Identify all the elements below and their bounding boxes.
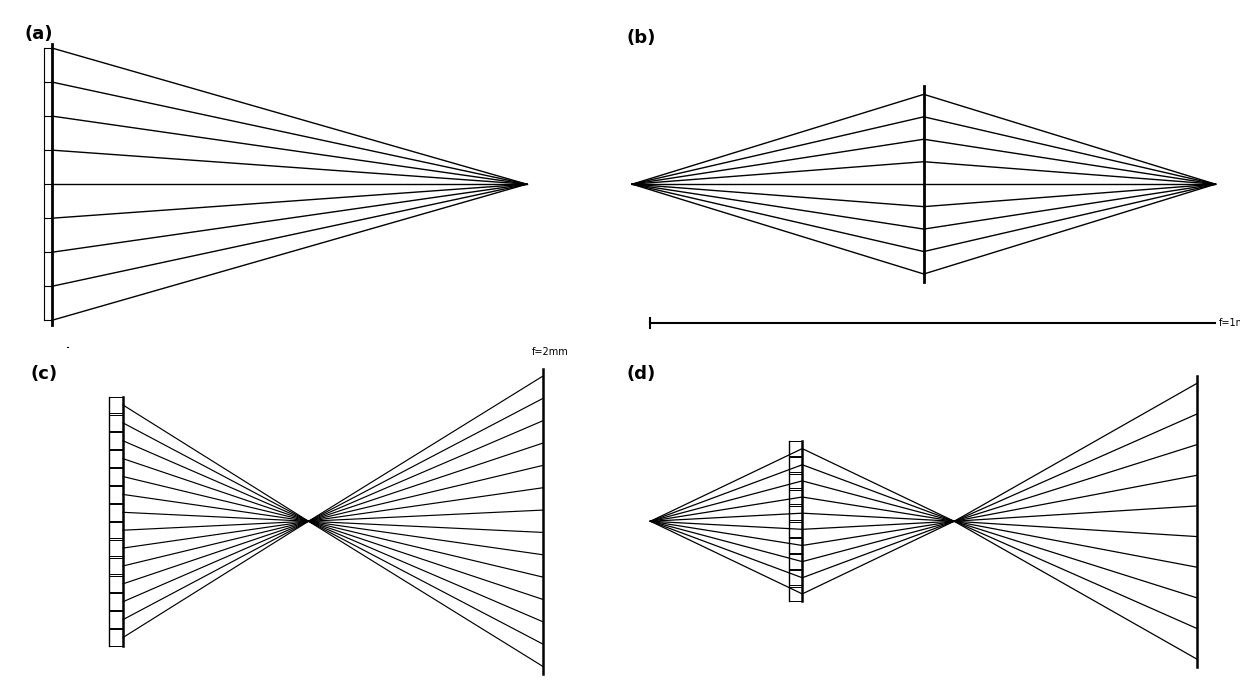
Text: (d): (d) xyxy=(626,365,655,383)
Text: (c): (c) xyxy=(30,365,57,383)
Text: (a): (a) xyxy=(25,26,53,43)
Text: f=2mm: f=2mm xyxy=(532,347,569,357)
Text: (b): (b) xyxy=(626,29,656,47)
Text: f=1mm: f=1mm xyxy=(1219,318,1240,328)
